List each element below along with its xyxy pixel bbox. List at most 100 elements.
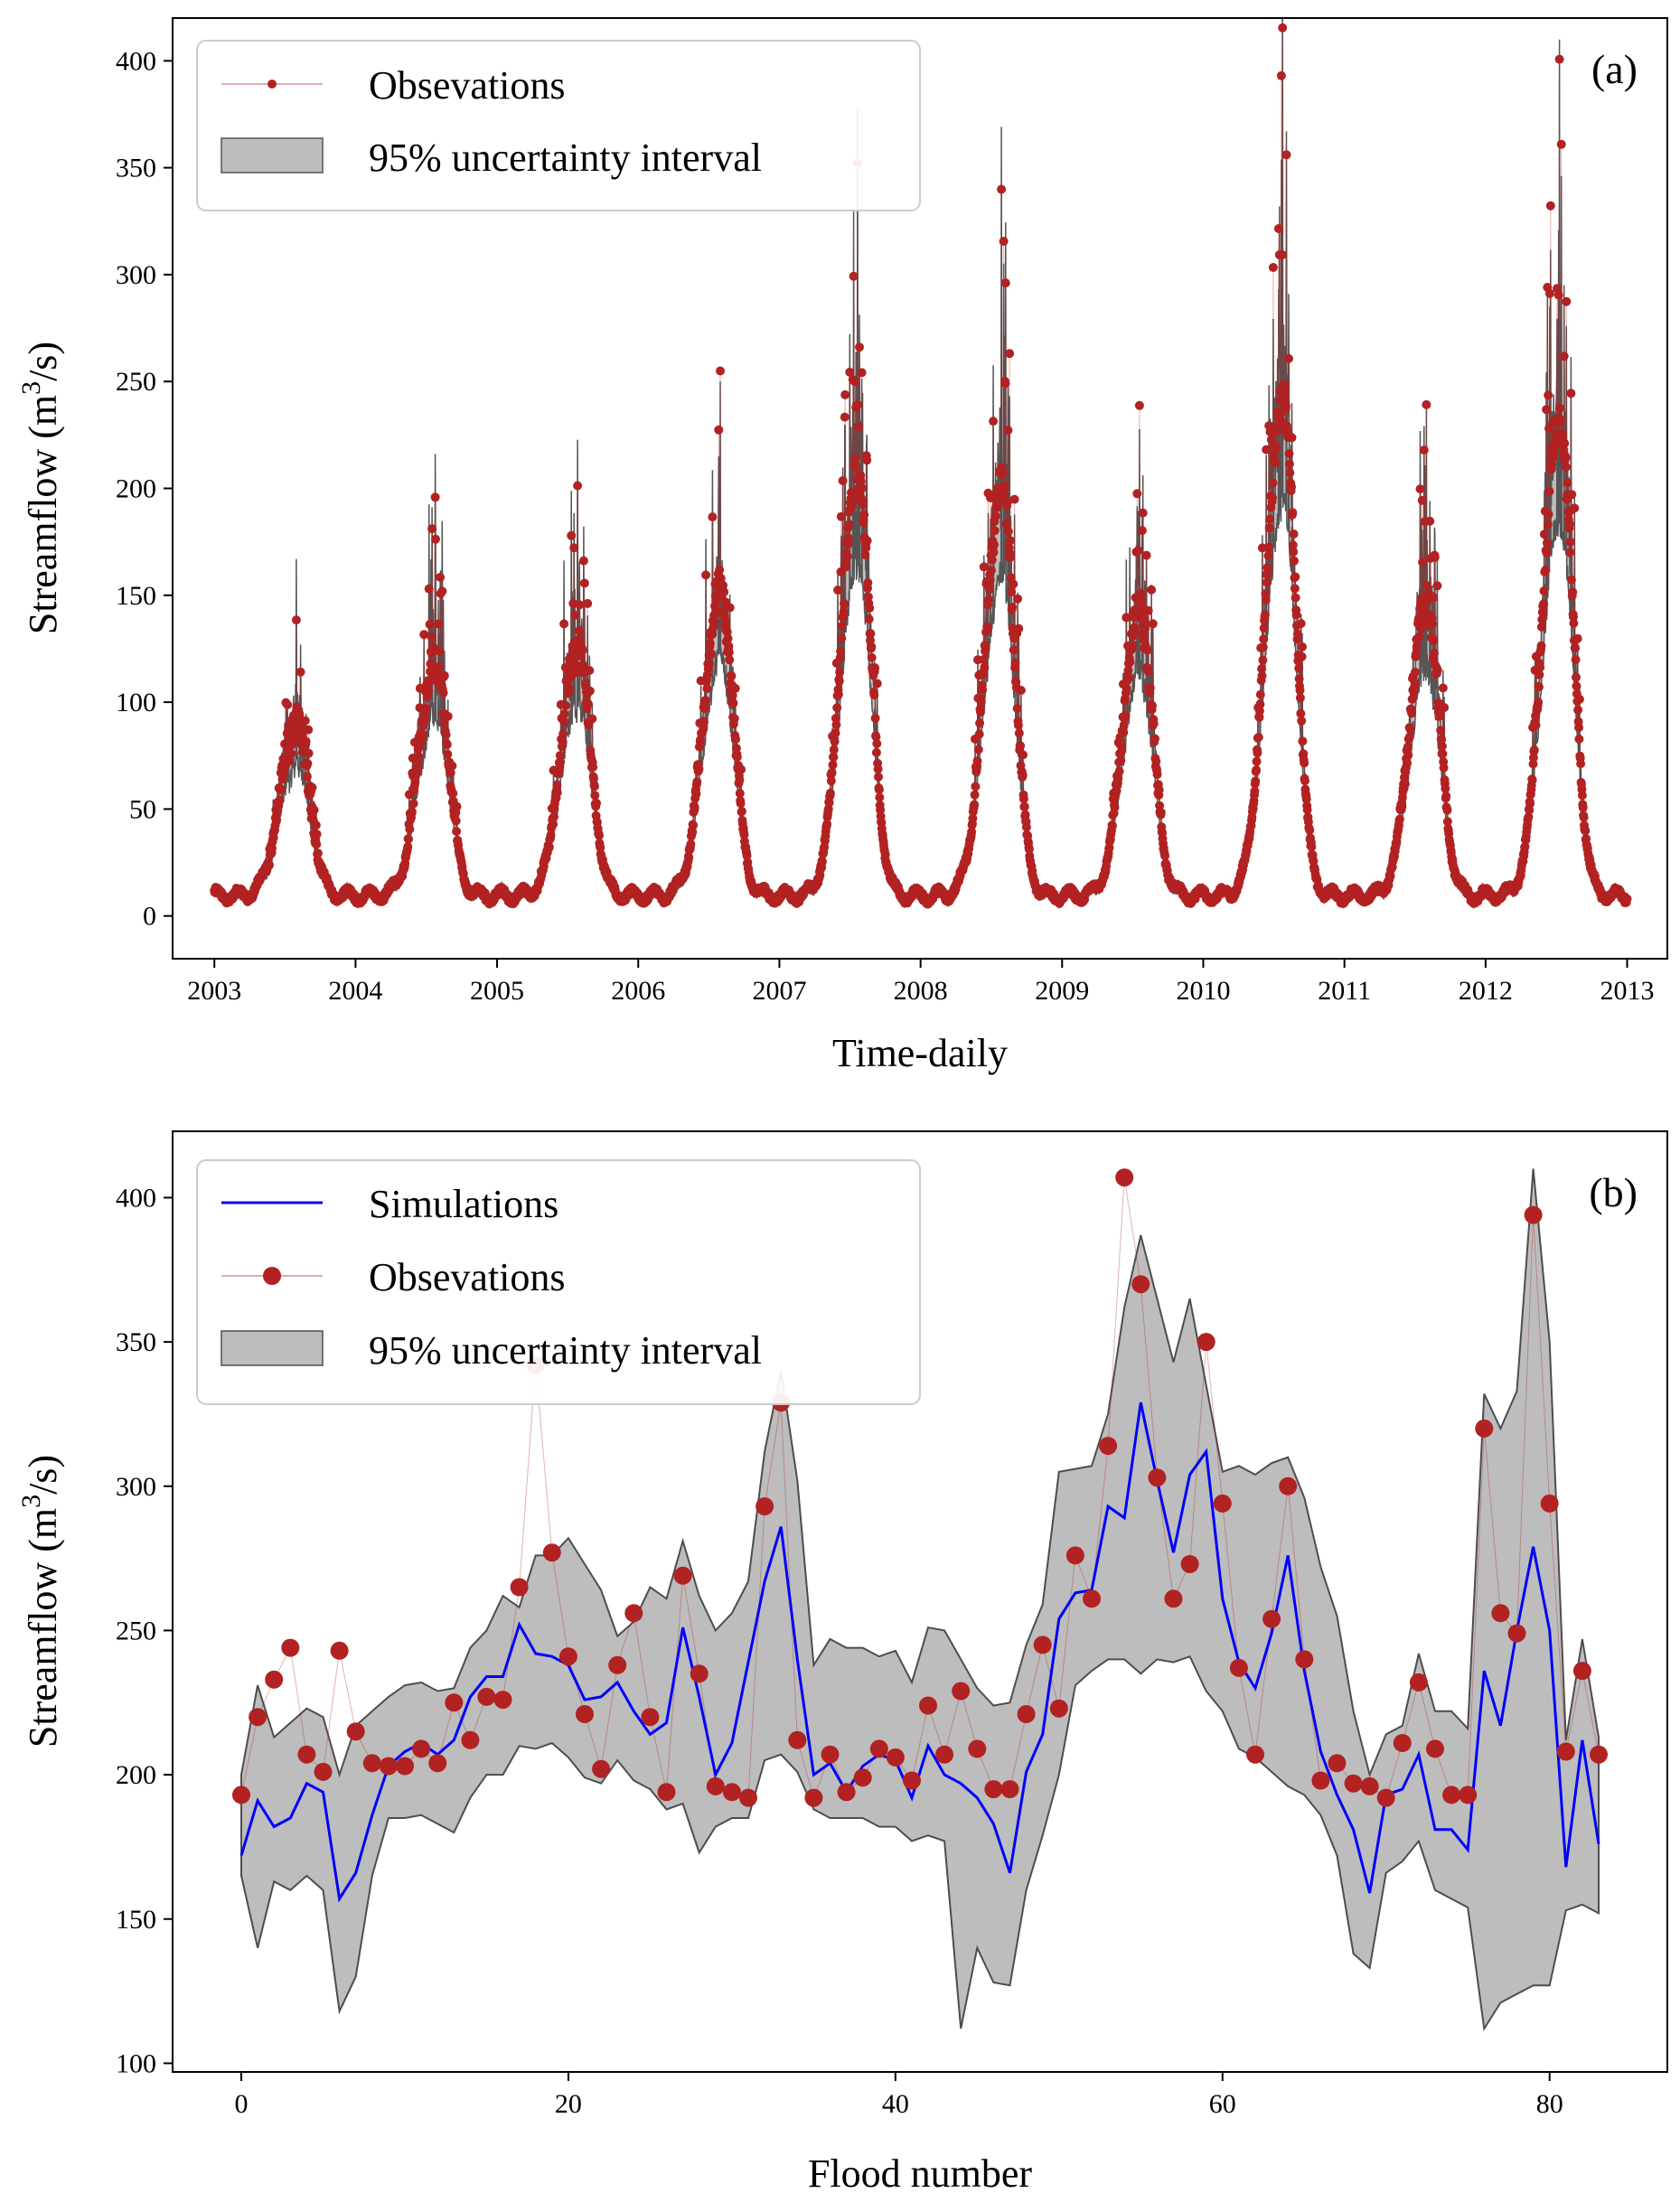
observation-point-a	[1571, 643, 1581, 653]
observation-point-a	[1301, 794, 1311, 804]
observation-point-b	[1279, 1476, 1298, 1495]
observation-point-b	[576, 1705, 594, 1723]
x-tick-label-b: 20	[555, 2089, 582, 2119]
observation-point-a	[1005, 536, 1015, 546]
chart-panel-b: 100 150 200 250 300 350 400 0 20 40 60 80 Flood nu…	[16, 1130, 1668, 2196]
x-axis-a: 2003 2004 2005 2006 2007 2008 2009 2010 2011 2012…	[187, 959, 1654, 1006]
observation-point-a	[1294, 663, 1304, 673]
observation-point-a	[1441, 792, 1451, 801]
observation-point-a	[866, 629, 876, 639]
observation-point-a	[725, 655, 735, 665]
observation-point-a	[1544, 510, 1553, 519]
observation-point-a	[1258, 642, 1268, 652]
observation-point-a	[438, 688, 448, 698]
observation-point-b	[756, 1497, 774, 1516]
observation-point-a	[1112, 786, 1122, 796]
observation-point-a	[1005, 349, 1015, 359]
observation-point-a	[981, 640, 990, 650]
observation-point-a	[589, 782, 599, 792]
observation-point-a	[1281, 381, 1291, 391]
observation-point-a	[715, 565, 725, 575]
y-tick-label-a: 0	[143, 902, 156, 932]
observation-point-a	[1564, 519, 1574, 529]
observation-point-a	[1539, 586, 1549, 595]
observation-point-a	[1535, 662, 1545, 672]
observation-point-b	[1083, 1589, 1101, 1608]
observation-point-a	[1307, 842, 1317, 852]
observation-point-b	[1540, 1494, 1559, 1513]
observation-point-a	[577, 645, 587, 655]
observation-point-a	[575, 600, 585, 610]
observation-point-a	[1416, 623, 1426, 633]
observation-point-a	[443, 711, 453, 721]
observation-point-a	[1544, 288, 1554, 298]
observation-point-a	[431, 534, 440, 544]
x-tick-label-b: 60	[1209, 2089, 1236, 2119]
observation-point-b	[1344, 1774, 1363, 1793]
observation-point-a	[716, 366, 725, 376]
observation-point-a	[714, 425, 724, 435]
observation-point-a	[1407, 708, 1417, 718]
observation-point-a	[1411, 667, 1420, 677]
x-tick-label-a: 2005	[470, 976, 524, 1006]
observation-point-a	[1542, 548, 1552, 558]
observation-point-a	[1411, 649, 1421, 659]
observation-point-a	[711, 608, 721, 617]
observation-point-b	[330, 1641, 349, 1660]
observation-point-a	[1268, 492, 1278, 502]
observation-point-a	[1294, 674, 1304, 684]
observation-point-a	[857, 368, 867, 378]
y-axis-title-b: Streamflow (m3/s)	[16, 1455, 65, 1748]
observation-point-a	[838, 476, 848, 485]
observation-point-a	[874, 785, 884, 794]
observation-point-a	[979, 654, 989, 664]
observation-point-a	[407, 807, 417, 817]
observation-point-a	[1268, 263, 1278, 272]
plot-area-a	[210, 18, 1632, 910]
observation-point-a	[559, 619, 569, 629]
observation-point-a	[1009, 494, 1019, 504]
observation-point-a	[1556, 139, 1566, 149]
observation-point-a	[828, 760, 838, 770]
observation-point-a	[870, 663, 880, 673]
y-tick-label-b: 100	[116, 2048, 156, 2078]
observation-point-a	[1271, 458, 1281, 468]
observation-point-a	[448, 789, 458, 798]
observation-point-a	[1576, 759, 1586, 769]
observation-point-a	[1137, 595, 1146, 605]
observation-point-a	[441, 730, 451, 740]
observation-point-a	[1281, 150, 1291, 160]
observation-point-a	[546, 830, 556, 840]
observation-point-a	[1290, 584, 1300, 594]
observation-point-b	[461, 1730, 480, 1749]
observation-point-a	[1562, 296, 1572, 306]
observation-point-a	[701, 570, 711, 580]
observation-point-a	[1543, 520, 1553, 530]
observation-point-a	[686, 839, 696, 849]
observation-point-a	[989, 417, 999, 426]
observation-point-a	[1403, 750, 1413, 760]
uncertainty-band-b	[240, 1168, 1600, 2031]
observation-point-b	[919, 1696, 937, 1715]
observation-point-a	[421, 704, 431, 714]
observation-point-a	[985, 575, 995, 585]
observation-point-a	[1149, 718, 1159, 728]
observation-point-a	[1121, 710, 1131, 720]
observation-point-a	[867, 642, 877, 651]
observation-point-a	[570, 610, 580, 620]
observation-point-a	[1107, 820, 1117, 830]
observation-point-a	[1288, 508, 1298, 518]
observation-point-b	[886, 1748, 905, 1767]
observation-point-a	[451, 816, 461, 826]
y-tick-label-b: 250	[116, 1616, 156, 1645]
observation-point-b	[1164, 1589, 1183, 1608]
observation-point-a	[719, 587, 729, 597]
observation-point-a	[850, 454, 860, 464]
x-axis-title-a: Time-daily	[832, 1031, 1008, 1075]
y-tick-label-a: 350	[116, 154, 156, 183]
observation-point-a	[976, 708, 985, 717]
observation-point-a	[875, 792, 885, 802]
observation-point-b	[869, 1739, 888, 1758]
observation-point-a	[1544, 424, 1553, 433]
observation-point-a	[1435, 710, 1445, 720]
